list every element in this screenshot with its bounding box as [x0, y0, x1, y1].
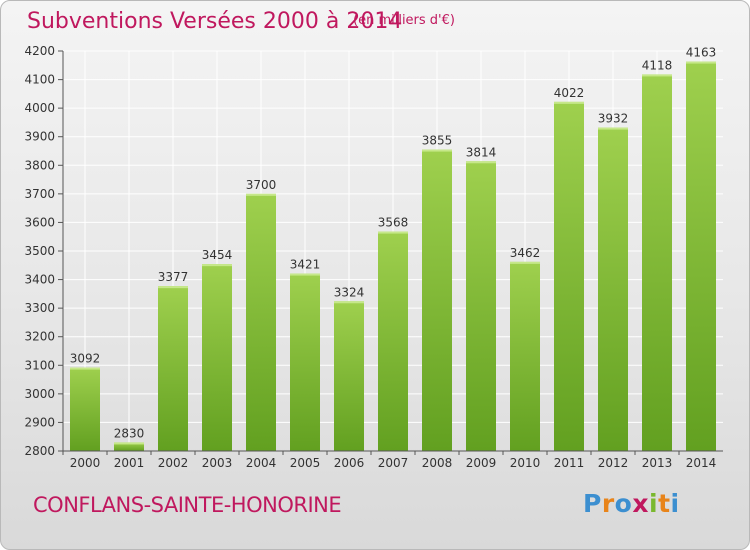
x-tick-label: 2008	[422, 456, 453, 470]
y-tick-label: 4000	[24, 101, 55, 115]
logo-letter: t	[658, 489, 671, 518]
logo-letter: o	[614, 489, 633, 518]
logo-letter: i	[670, 489, 680, 518]
data-label: 3700	[246, 178, 277, 192]
y-tick-label: 3000	[24, 387, 55, 401]
y-tick-label: 3600	[24, 215, 55, 229]
x-tick-label: 2007	[378, 456, 409, 470]
x-tick-label: 2014	[686, 456, 717, 470]
y-tick-label: 3100	[24, 358, 55, 372]
bar	[378, 231, 408, 451]
bar-highlight	[466, 161, 496, 164]
x-tick-label: 2013	[642, 456, 673, 470]
data-label: 3454	[202, 248, 233, 262]
x-tick-label: 2009	[466, 456, 497, 470]
logo-letter: x	[632, 489, 649, 518]
bar	[466, 161, 496, 452]
data-label: 3092	[70, 352, 101, 366]
bar-highlight	[510, 261, 540, 264]
bar-highlight	[422, 149, 452, 152]
bar	[334, 301, 364, 451]
data-label: 3855	[422, 134, 453, 148]
data-label: 3814	[466, 145, 497, 159]
data-label: 4022	[554, 86, 585, 100]
chart-title: Subventions Versées 2000 à 2014	[27, 9, 403, 34]
label-layer: 3092 2830 3377 3454 3700 3421 3324 3568 3855 3814…	[70, 46, 717, 441]
bar	[70, 367, 100, 451]
bar	[290, 273, 320, 451]
y-tick-label: 4200	[24, 44, 55, 58]
proxiti-logo: Proxiti	[583, 489, 680, 518]
data-label: 2830	[114, 426, 145, 440]
y-tick-label: 3900	[24, 130, 55, 144]
bar-highlight	[642, 74, 672, 77]
bar	[246, 193, 276, 451]
bar	[554, 101, 584, 451]
x-tick-label: 2011	[554, 456, 585, 470]
data-label: 3377	[158, 270, 189, 284]
x-tick-label: 2010	[510, 456, 541, 470]
location-name: CONFLANS-SAINTE-HONORINE	[33, 493, 342, 517]
y-tick-label: 3400	[24, 273, 55, 287]
bar-highlight	[246, 193, 276, 196]
data-label: 3421	[290, 258, 321, 272]
axis-layer: 2800 2900 3000 3100 3200 3300 3400 3500 3600 3700…	[24, 44, 723, 470]
x-tick-label: 2002	[158, 456, 189, 470]
x-tick-label: 2012	[598, 456, 629, 470]
x-tick-label: 2004	[246, 456, 277, 470]
y-tick-label: 3700	[24, 187, 55, 201]
bar	[158, 286, 188, 451]
bar-highlight	[554, 101, 584, 104]
bar-layer	[70, 61, 716, 452]
bar-highlight	[598, 127, 628, 130]
bar-highlight	[378, 231, 408, 234]
bar-highlight	[158, 286, 188, 289]
data-label: 3324	[334, 285, 365, 299]
bar	[510, 261, 540, 451]
bar	[598, 127, 628, 452]
data-label: 4163	[686, 46, 717, 60]
data-label: 3462	[510, 246, 541, 260]
bar-highlight	[686, 61, 716, 64]
data-label: 4118	[642, 58, 673, 72]
logo-letter: r	[601, 489, 615, 518]
x-tick-label: 2003	[202, 456, 233, 470]
bar	[422, 149, 452, 452]
data-label: 3568	[378, 216, 409, 230]
y-tick-label: 3500	[24, 244, 55, 258]
bar-highlight	[114, 442, 144, 445]
bar	[202, 264, 232, 451]
data-label: 3932	[598, 112, 629, 126]
x-tick-label: 2000	[70, 456, 101, 470]
chart-unit-label: (en milliers d'€)	[353, 13, 455, 28]
logo-letter: P	[583, 489, 602, 518]
y-tick-label: 3200	[24, 330, 55, 344]
bar-highlight	[290, 273, 320, 276]
x-tick-label: 2005	[290, 456, 321, 470]
x-tick-label: 2006	[334, 456, 365, 470]
bar	[114, 442, 144, 451]
bar	[686, 61, 716, 451]
y-tick-label: 2800	[24, 444, 55, 458]
logo-letter: i	[649, 489, 659, 518]
y-tick-label: 3300	[24, 301, 55, 315]
x-tick-label: 2001	[114, 456, 145, 470]
y-tick-label: 4100	[24, 73, 55, 87]
bar-highlight	[202, 264, 232, 267]
y-tick-label: 2900	[24, 415, 55, 429]
y-tick-label: 3800	[24, 158, 55, 172]
bar-highlight	[334, 301, 364, 304]
bar	[642, 74, 672, 451]
bar-highlight	[70, 367, 100, 370]
